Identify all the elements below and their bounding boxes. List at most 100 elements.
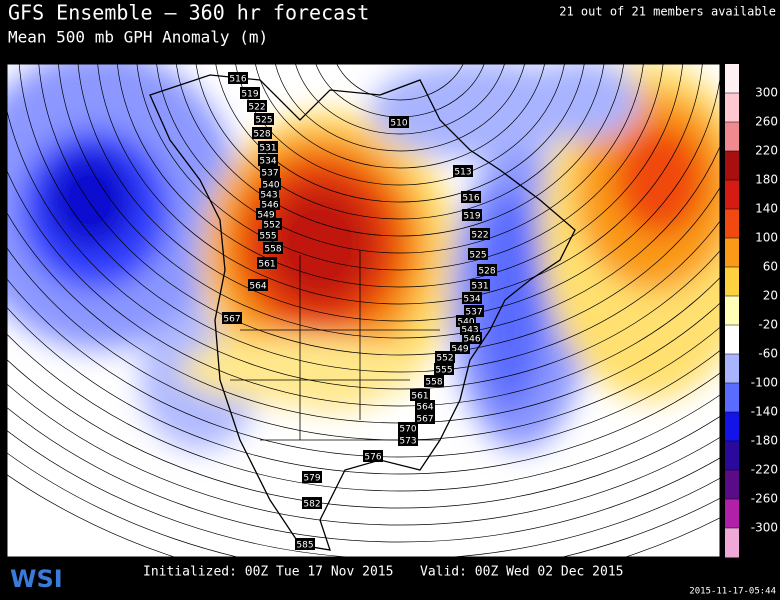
- title: GFS Ensemble — 360 hr forecast: [8, 1, 369, 25]
- colorbar-label: -140: [751, 405, 778, 419]
- colorbar-label: -180: [751, 434, 778, 448]
- contour-line: [295, 64, 505, 135]
- colorbar-label: 220: [755, 144, 778, 158]
- colorbar-label: -60: [758, 347, 778, 361]
- colorbar-swatch: [725, 151, 739, 181]
- contour-label-box: [257, 257, 277, 269]
- contour-line: [7, 359, 720, 509]
- contour-label: 543: [260, 191, 277, 201]
- contour-label-box: [415, 412, 435, 424]
- contour-line: [18, 64, 720, 373]
- contour-label: 522: [248, 103, 265, 113]
- colorbar-swatch: [725, 528, 739, 558]
- contour-line: [97, 64, 703, 305]
- contour-label: 537: [465, 308, 482, 318]
- contour-label-box: [263, 242, 283, 254]
- contour-line: [175, 64, 625, 237]
- contour-label-box: [398, 434, 418, 446]
- colorbar-label: 260: [755, 115, 778, 129]
- contour-label-box: [462, 292, 482, 304]
- valid-time: Valid: 00Z Wed 02 Dec 2015: [420, 565, 624, 580]
- contour-label-box: [260, 198, 280, 210]
- contour-label-box: [468, 248, 488, 260]
- contour-label-box: [247, 100, 267, 112]
- contour-label: 519: [463, 212, 480, 222]
- timestamp: 2015-11-17-05:44: [689, 587, 776, 597]
- contour-label-box: [261, 178, 281, 190]
- contour-line: [7, 306, 720, 475]
- colorbar: 300 260 220 180 140 100 60 20 -20 -60 -100 -140 -180…: [725, 64, 778, 558]
- contour-label: 528: [253, 130, 270, 140]
- contour-label-box: [254, 113, 274, 125]
- contour-label: 528: [478, 267, 495, 277]
- contour-label: 552: [263, 221, 280, 231]
- map-frame: [6, 63, 721, 558]
- contour-line: [38, 64, 720, 356]
- contour-label-box: [415, 400, 435, 412]
- contour-label-box: [240, 87, 260, 99]
- contour-label: 510: [390, 119, 407, 129]
- contour-label-box: [389, 116, 409, 128]
- colorbar-swatch: [725, 499, 739, 529]
- subtitle: Mean 500 mb GPH Anomaly (m): [8, 28, 268, 47]
- contour-label-box: [248, 279, 268, 291]
- contour-label-box: [398, 422, 418, 434]
- contour-label: 570: [399, 425, 416, 435]
- contour-label-box: [222, 312, 242, 324]
- colorbar-swatch: [725, 267, 739, 297]
- contour-label-box: [363, 450, 383, 462]
- contour-line: [117, 64, 683, 288]
- contour-label-box: [252, 127, 272, 139]
- contour-label-box: [461, 191, 481, 203]
- contour-label-box: [462, 332, 482, 344]
- contour-label: 564: [249, 282, 266, 292]
- contour-label: 516: [229, 75, 246, 85]
- colorbar-swatch: [725, 180, 739, 210]
- contour-label: 549: [257, 211, 274, 221]
- contour-label: 513: [454, 168, 471, 178]
- contour-label: 549: [451, 345, 468, 355]
- contour-label-box: [258, 229, 278, 241]
- contour-label: 567: [416, 415, 433, 425]
- contour-label-box: [470, 228, 490, 240]
- contour-line: [156, 64, 644, 254]
- contour-label-box: [258, 154, 278, 166]
- contour-label-box: [470, 279, 490, 291]
- contour-label: 540: [262, 181, 279, 191]
- colorbar-swatch: [725, 122, 739, 152]
- contour-label: 561: [411, 392, 428, 402]
- contour-line: [7, 108, 720, 390]
- colorbar-label: -20: [758, 318, 778, 332]
- contour-label: 582: [303, 500, 320, 510]
- contour-label: 519: [241, 90, 258, 100]
- contour-line: [7, 170, 720, 407]
- borders: [230, 250, 440, 441]
- colorbar-label: 300: [755, 86, 778, 100]
- colorbar-label: 100: [755, 231, 778, 245]
- colorbar-label: 60: [763, 260, 778, 274]
- contour-line: [195, 64, 605, 220]
- contour-line: [7, 333, 720, 492]
- colorbar-swatch: [725, 93, 739, 123]
- contour-label: 531: [259, 144, 276, 154]
- contour-label: 522: [471, 231, 488, 241]
- contour-line: [336, 64, 464, 101]
- contour-line: [77, 64, 720, 322]
- contour-label: 543: [461, 326, 478, 336]
- contour-label: 573: [399, 437, 416, 447]
- colorbar-swatch: [725, 470, 739, 500]
- contour-label: 534: [463, 295, 480, 305]
- contour-label-box: [302, 471, 322, 483]
- contour-line: [7, 278, 720, 458]
- contour-line: [235, 64, 565, 186]
- contour-line: [215, 64, 585, 203]
- colorbar-swatch: [725, 64, 739, 94]
- colorbar-label: 180: [755, 173, 778, 187]
- contour-label-box: [256, 208, 276, 220]
- contour-line: [136, 64, 664, 271]
- contour-line: [7, 407, 720, 543]
- contour-label: 552: [436, 354, 453, 364]
- contour-label-box: [260, 166, 280, 178]
